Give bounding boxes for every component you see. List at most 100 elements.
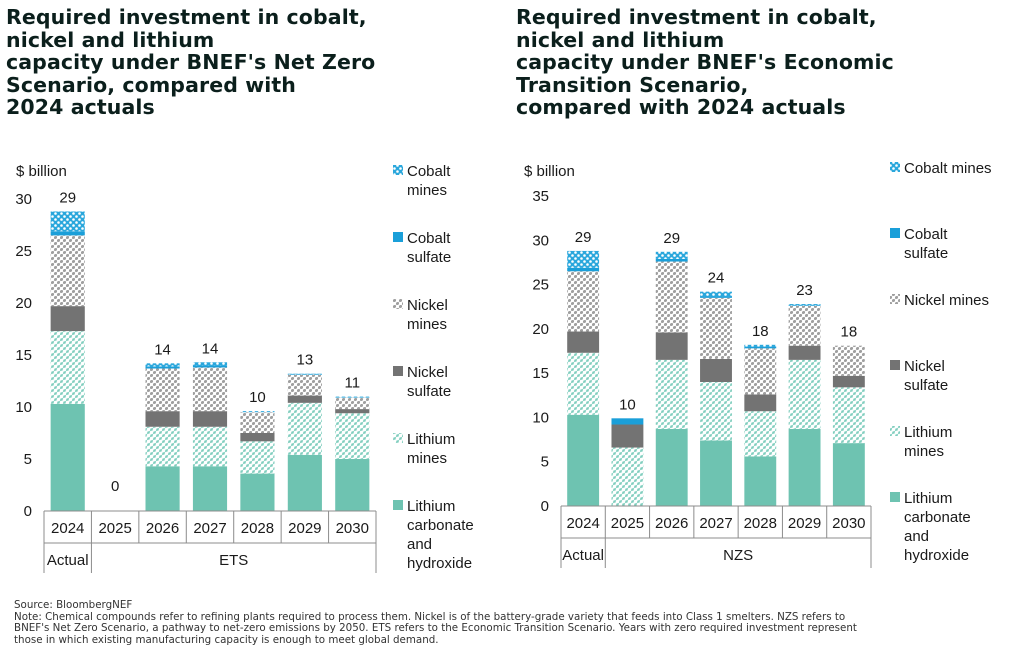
bar-segment [145, 411, 180, 427]
legend-label-line: carbonate [904, 509, 971, 526]
bar-segment [567, 250, 600, 268]
left-title-line: capacity under BNEF's Net Zero [6, 50, 376, 74]
legend-label-line: hydroxide [407, 555, 472, 572]
bar-segment [240, 433, 275, 442]
bar-segment [192, 426, 228, 467]
bar-segment [788, 359, 821, 429]
x-group-label: NZS [723, 547, 753, 564]
y-tick-label: 5 [541, 454, 549, 471]
y-tick-label: 30 [15, 191, 32, 208]
bar-segment [192, 466, 228, 511]
x-tick-label: 2027 [193, 520, 226, 537]
bar-segment [788, 304, 821, 306]
bar-segment [192, 411, 228, 427]
legend-label: Nickel mines [407, 297, 448, 333]
bar-segment [145, 366, 180, 369]
right-title-line: Required investment in cobalt, [516, 5, 877, 29]
bar-segment [655, 251, 688, 259]
bar-segment [145, 466, 180, 511]
bar-segment [788, 305, 821, 346]
bar-segment [655, 359, 688, 429]
legend-swatch [890, 360, 900, 370]
bar-total-label: 14 [154, 341, 171, 358]
legend-swatch [890, 228, 900, 238]
note-line: BNEF's Net Zero Scenario, a pathway to n… [14, 622, 857, 635]
x-group-label: Actual [562, 547, 604, 564]
legend-label-line: mines [407, 450, 447, 467]
left-title-line: nickel and lithium [6, 27, 215, 52]
legend-label-line: and [407, 536, 432, 553]
bar-segment [145, 426, 180, 467]
bar-segment [287, 395, 322, 403]
y-tick-label: 10 [15, 399, 32, 416]
legend-label-line: Cobalt [407, 163, 451, 180]
x-tick-label: 2024 [566, 515, 599, 532]
left-title-line: Required investment in cobalt, [6, 5, 367, 29]
bar-segment [240, 412, 275, 433]
bar-segment [744, 394, 777, 412]
legend-swatch [890, 162, 900, 172]
legend-label: Cobalt mines [407, 163, 451, 199]
legend-label-line: sulfate [407, 383, 451, 400]
bar-segment [611, 447, 644, 506]
bar-segment [655, 261, 688, 333]
x-tick-label: 2029 [788, 515, 821, 532]
bar-segment [567, 414, 600, 506]
legend-swatch [890, 426, 900, 436]
legend-label-line: sulfate [904, 245, 948, 262]
bar-segment [335, 459, 370, 511]
left-title-line: 2024 actuals [6, 95, 155, 119]
bar-segment [335, 397, 370, 410]
y-tick-label: 5 [24, 451, 32, 468]
bar-segment [50, 306, 85, 332]
legend-label: Nickel sulfate [407, 364, 451, 400]
bar-total-label: 29 [575, 229, 592, 246]
legend-label-line: and [904, 528, 929, 545]
bar-segment [611, 424, 644, 448]
legend-label-line: Nickel mines [904, 292, 989, 309]
y-tick-label: 30 [532, 232, 549, 249]
legend-label-line: mines [407, 316, 447, 333]
y-tick-label: 20 [15, 295, 32, 312]
bar-segment [700, 291, 732, 297]
bar-segment [335, 409, 370, 414]
bar-segment [655, 258, 688, 262]
x-tick-label: 2026 [146, 520, 179, 537]
bar-segment [832, 375, 865, 388]
legend-label: Lithium mines [407, 431, 455, 467]
legend-label-line: Cobalt [904, 226, 948, 243]
bar-segment [192, 362, 228, 366]
x-tick-label: 2026 [655, 515, 688, 532]
bar-segment [192, 365, 228, 368]
legend-label-line: sulfate [407, 249, 451, 266]
legend-label-line: Nickel [407, 297, 448, 314]
legend-swatch [393, 299, 403, 309]
x-tick-label: 2028 [241, 520, 274, 537]
y-tick-label: 0 [24, 503, 32, 520]
bar-segment [744, 456, 777, 506]
x-tick-label: 2024 [51, 520, 84, 537]
legend-swatch [393, 366, 403, 376]
bar-segment [50, 403, 85, 511]
x-tick-label: 2030 [336, 520, 369, 537]
x-tick-label: 2027 [699, 515, 732, 532]
bar-segment [50, 331, 85, 404]
bar-segment [700, 382, 732, 441]
y-tick-label: 15 [532, 365, 549, 382]
x-tick-label: 2028 [744, 515, 777, 532]
bar-segment [335, 413, 370, 459]
bar-segment [744, 411, 777, 457]
legend-label-line: Cobalt [407, 230, 451, 247]
bar-segment [50, 235, 85, 307]
bar-segment [832, 345, 865, 376]
legend-label-line: mines [407, 182, 447, 199]
legend-label: Nickel mines [904, 292, 989, 309]
legend-swatch [393, 232, 403, 242]
x-tick-label: 2029 [288, 520, 321, 537]
legend-label-line: Cobalt mines [904, 160, 992, 177]
y-tick-label: 10 [532, 409, 549, 426]
left-title-line: Scenario, compared with [6, 72, 296, 97]
note-line: Note: Chemical compounds refer to refini… [14, 610, 846, 623]
legend-label: Lithium carbonate and hydroxide [904, 490, 971, 564]
bar-segment [567, 271, 600, 332]
